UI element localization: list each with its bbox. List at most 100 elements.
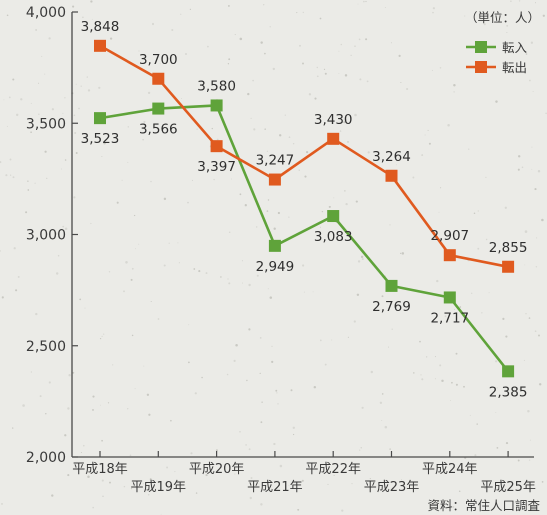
x-tick-label: 平成24年 [422,462,478,477]
speckle [413,372,415,374]
speckle [532,90,534,93]
speckle [253,128,256,131]
speckle [524,264,526,266]
speckle [524,230,528,233]
y-tick-label: 3,500 [26,116,66,132]
speckle [67,474,70,477]
speckle [424,134,426,136]
speckle [477,247,480,250]
speckle [109,481,111,484]
speckle [147,91,151,95]
speckle [269,296,273,299]
series-1-marker [443,291,456,304]
speckle [301,479,304,482]
speckle [44,150,47,153]
speckle [341,509,344,512]
speckle [92,395,95,398]
y-tick-label: 3,000 [26,228,66,244]
speckle [248,283,251,287]
speckle [319,17,322,20]
speckle [46,177,48,179]
speckle [505,335,508,338]
speckle [458,490,461,493]
legend-label-1: 転入 [502,40,528,55]
speckle [305,150,309,154]
speckle [235,344,238,347]
speckle [463,385,465,388]
speckle [333,197,335,199]
speckle [187,201,189,204]
series-1-marker [502,365,515,378]
speckle [360,255,364,259]
speckle [55,232,58,235]
speckle [389,224,391,226]
axes: 2,000 2,500 3,000 3,500 4,000 平成18年平成19年平成20年… [26,5,536,495]
series-2-marker [502,260,515,273]
speckle [333,474,335,476]
speckle [123,485,126,488]
series-2-marker [210,140,223,153]
speckle [146,393,150,396]
speckle [82,16,84,19]
speckle [363,0,365,3]
speckle [358,38,361,41]
speckle [312,291,314,293]
speckle [245,444,247,446]
speckle [35,29,37,31]
speckle [501,14,503,16]
speckle [107,402,110,404]
speckle [455,352,458,355]
speckle [455,383,458,386]
speckle [288,136,291,139]
speckle [189,8,192,11]
speckle [303,291,305,293]
speckle [454,308,455,310]
speckle [314,97,317,100]
speckle [545,112,547,115]
speckle [531,146,533,148]
speckle [267,199,270,201]
speckle [449,464,451,466]
speckle [55,272,59,275]
speckle [74,131,77,135]
speckle [343,121,346,124]
speckle [102,495,104,497]
speckle [483,23,486,26]
speckle [73,196,76,199]
speckle [276,392,278,394]
speckle [247,92,250,96]
speckle [143,365,145,367]
x-tick-label: 平成20年 [189,462,245,477]
speckle [438,211,440,213]
speckle [127,126,130,128]
speckle [339,130,342,132]
speckle [130,278,133,281]
speckle [138,243,140,245]
speckle [227,63,230,65]
speckle [233,359,236,362]
speckle [98,86,101,89]
speckle [518,155,521,158]
speckle [239,430,241,433]
speckle [361,258,364,261]
speckle [536,237,538,239]
speckle [181,98,182,99]
y-tick-label: 2,500 [26,339,66,355]
speckle [207,45,209,48]
speckle [256,274,259,277]
speckle [6,14,9,17]
speckle [292,433,295,436]
speckle [344,190,346,192]
speckle [226,373,229,376]
speckle [92,506,94,509]
speckle [261,401,263,403]
speckle [292,142,295,145]
speckle [41,453,43,455]
speckle [464,15,466,17]
speckle [142,483,144,485]
speckle [299,44,301,47]
speckle [469,414,471,416]
speckle [506,31,508,33]
speckle [439,364,442,367]
